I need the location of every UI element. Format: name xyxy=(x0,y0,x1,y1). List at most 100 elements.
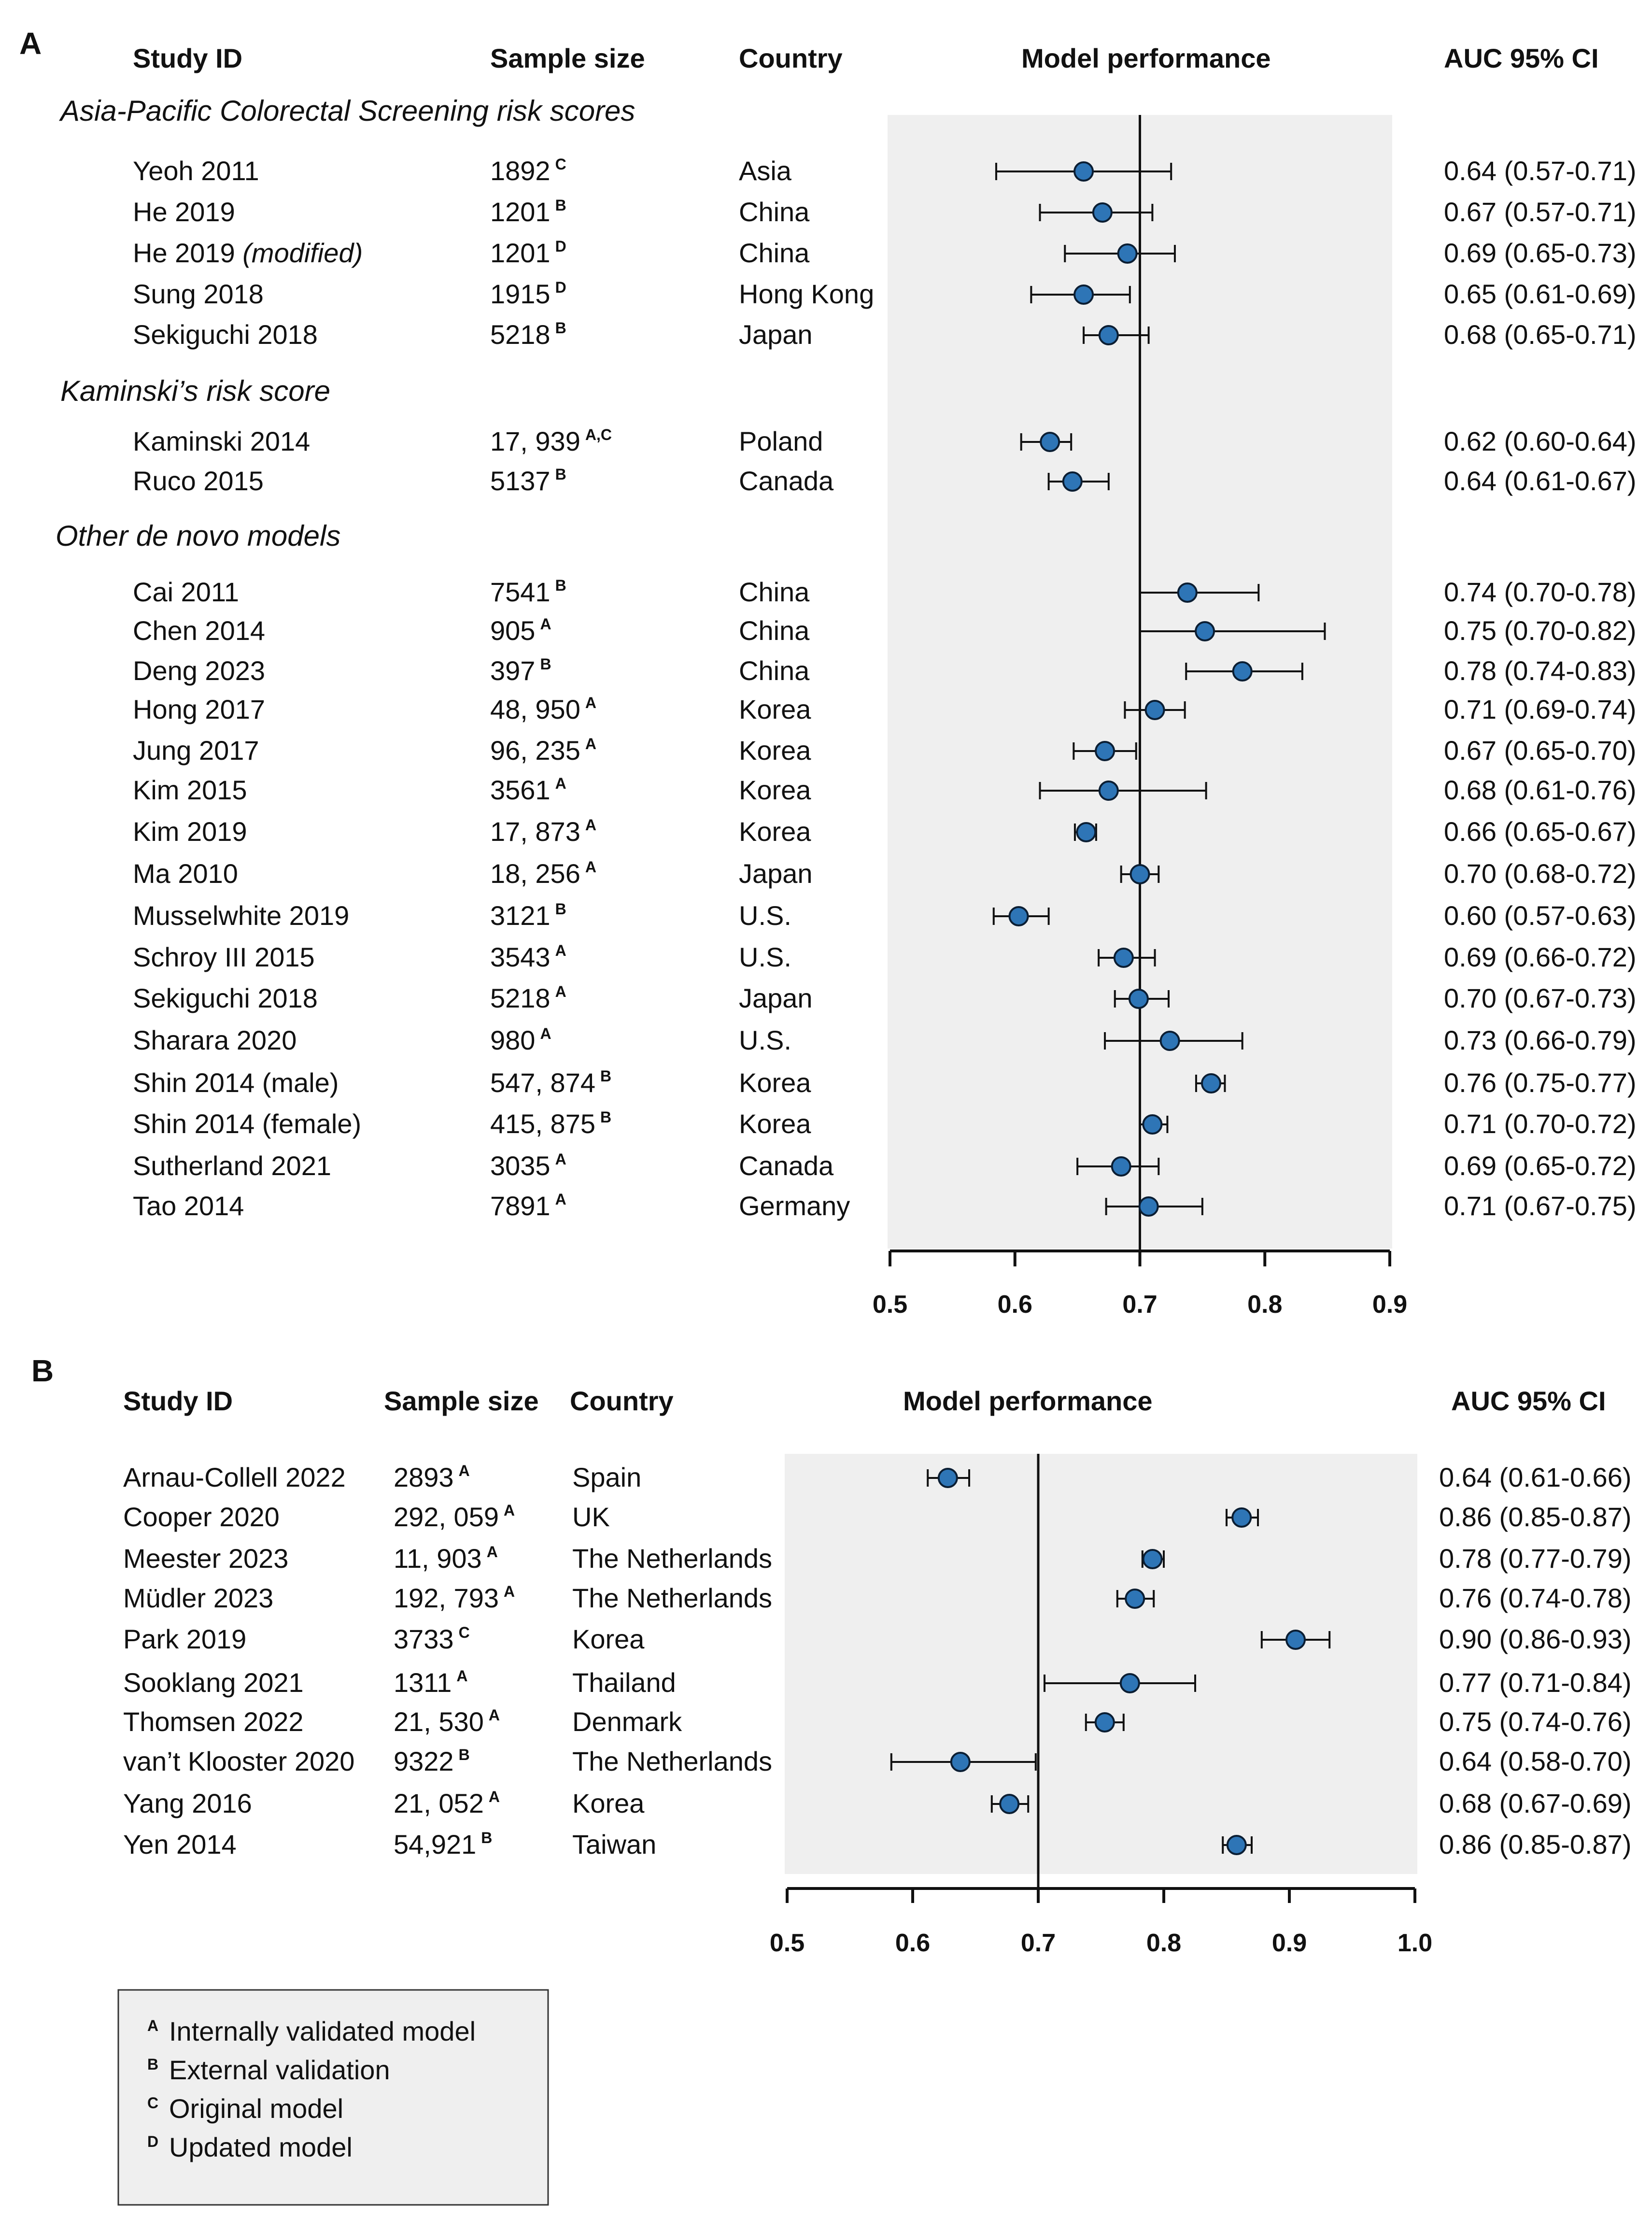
country: Germany xyxy=(739,1191,850,1221)
sample-size-value: 3561 xyxy=(490,775,551,805)
auc-point xyxy=(1285,1630,1306,1650)
auc-point xyxy=(1098,325,1119,345)
table-row: Chen 2014 905 A China 0.75 (0.70-0.82) xyxy=(133,615,1636,646)
study-id: Sutherland 2021 xyxy=(133,1150,331,1181)
table-row: Sutherland 2021 3035 A Canada 0.69 (0.65-0.7… xyxy=(133,1150,1636,1181)
auc-ci-text: 0.65 (0.61-0.69) xyxy=(1444,279,1636,309)
auc-ci-text: 0.68 (0.67-0.69) xyxy=(1439,1788,1631,1818)
table-row: Ma 2010 18, 256 A Japan 0.70 (0.68-0.72) xyxy=(133,858,1636,889)
auc-point xyxy=(1062,471,1083,492)
country: Korea xyxy=(739,735,811,766)
header-auc-ci: AUC 95% CI xyxy=(1444,43,1599,73)
table-row: He 2019 1201 B China 0.67 (0.57-0.71) xyxy=(133,197,1636,227)
study-id: Cai 2011 xyxy=(133,577,239,607)
sample-size-value: 7891 xyxy=(490,1191,551,1221)
auc-ci-text: 0.67 (0.57-0.71) xyxy=(1444,197,1636,227)
study-id: Kim 2015 xyxy=(133,775,247,805)
study-id: Meester 2023 xyxy=(123,1543,288,1574)
legend-label: External validation xyxy=(169,2055,390,2085)
auc-ci-text: 0.73 (0.66-0.79) xyxy=(1444,1025,1636,1055)
table-row: Sekiguchi 2018 5218 B Japan 0.68 (0.65-0.71) xyxy=(133,319,1636,350)
sample-size-value: 54,921 xyxy=(394,1829,476,1860)
auc-point xyxy=(1076,822,1097,842)
legend-item: B External validation xyxy=(147,2055,390,2085)
legend-item: C Original model xyxy=(147,2093,343,2124)
x-tick-label: 0.9 xyxy=(1372,1291,1407,1319)
auc-ci-text: 0.69 (0.66-0.72) xyxy=(1444,942,1636,972)
sample-size-value: 547, 874 xyxy=(490,1067,595,1098)
sample-size-value: 3121 xyxy=(490,900,551,931)
legend-box xyxy=(117,1989,549,2206)
country: Canada xyxy=(739,1150,834,1181)
sample-size: 7891 A xyxy=(490,1191,566,1221)
header-sample-size: Sample size xyxy=(490,43,645,73)
sample-size-superscript: A xyxy=(540,1025,551,1042)
auc-point xyxy=(950,1752,971,1772)
sample-size-value: 7541 xyxy=(490,577,551,607)
study-id: Sekiguchi 2018 xyxy=(133,319,318,350)
auc-ci-text: 0.69 (0.65-0.73) xyxy=(1444,238,1636,268)
sample-size: 3543 A xyxy=(490,942,566,972)
auc-point xyxy=(999,1794,1020,1814)
sample-size: 17, 939 A,C xyxy=(490,426,612,456)
study-id: Sooklang 2021 xyxy=(123,1667,304,1698)
auc-ci-text: 0.76 (0.75-0.77) xyxy=(1444,1067,1636,1098)
x-tick-label: 0.6 xyxy=(998,1291,1032,1319)
sample-size-value: 192, 793 xyxy=(394,1583,499,1613)
auc-ci-text: 0.70 (0.67-0.73) xyxy=(1444,983,1636,1013)
country: Korea xyxy=(739,694,811,724)
table-row: Sooklang 2021 1311 A Thailand 0.77 (0.71-0.8… xyxy=(123,1667,1631,1698)
sample-size-superscript: A xyxy=(489,1788,500,1805)
sample-size-superscript: A xyxy=(555,983,566,1000)
legend-superscript: D xyxy=(147,2133,158,2150)
auc-point xyxy=(1119,1673,1140,1693)
table-row: Yang 2016 21, 052 A Korea 0.68 (0.67-0.69) xyxy=(123,1788,1631,1818)
sample-size-value: 1201 xyxy=(490,197,551,227)
auc-ci-text: 0.78 (0.74-0.83) xyxy=(1444,655,1636,686)
x-tick-label: 0.8 xyxy=(1146,1929,1181,1957)
auc-point xyxy=(1094,1712,1115,1732)
table-row: Meester 2023 11, 903 A The Netherlands 0.78 … xyxy=(123,1543,1631,1574)
sample-size: 3733 C xyxy=(394,1624,470,1654)
auc-point xyxy=(1095,741,1115,761)
auc-ci-text: 0.71 (0.69-0.74) xyxy=(1444,694,1636,724)
study-id: Yen 2014 xyxy=(123,1829,237,1860)
sample-size-superscript: D xyxy=(555,238,566,255)
sample-size-value: 3733 xyxy=(394,1624,454,1654)
auc-ci-text: 0.76 (0.74-0.78) xyxy=(1439,1583,1631,1613)
sample-size-value: 21, 052 xyxy=(394,1788,484,1818)
auc-point xyxy=(1177,582,1198,603)
sample-size: 2893 A xyxy=(394,1462,470,1492)
sample-size-superscript: B xyxy=(555,319,566,337)
country: China xyxy=(739,655,810,686)
study-id: Ruco 2015 xyxy=(133,466,264,496)
auc-point xyxy=(1111,1156,1131,1177)
auc-ci-text: 0.70 (0.68-0.72) xyxy=(1444,858,1636,889)
sample-size-superscript: B xyxy=(459,1746,470,1763)
study-id: Musselwhite 2019 xyxy=(133,900,349,931)
panel-label: A xyxy=(19,26,42,61)
auc-point xyxy=(1138,1196,1159,1217)
sample-size: 5137 B xyxy=(490,466,566,496)
sample-size-superscript: B xyxy=(555,197,566,214)
country: Denmark xyxy=(572,1706,682,1737)
sample-size-superscript: A xyxy=(555,775,566,792)
sample-size-value: 415, 875 xyxy=(490,1108,595,1139)
country: The Netherlands xyxy=(572,1583,772,1613)
auc-point xyxy=(1130,864,1150,884)
study-id: Hong 2017 xyxy=(133,694,265,724)
sample-size: 1311 A xyxy=(394,1667,468,1698)
sample-size: 5218 A xyxy=(490,983,566,1013)
legend: A Internally validated model B External val… xyxy=(117,1989,549,2206)
table-row: Shin 2014 (male) 547, 874 B Korea 0.76 (0.75… xyxy=(133,1067,1636,1098)
country: China xyxy=(739,615,810,646)
sample-size-superscript: A xyxy=(504,1502,515,1519)
table-row: Park 2019 3733 C Korea 0.90 (0.86-0.93) xyxy=(123,1624,1631,1654)
country: Poland xyxy=(739,426,823,456)
country: The Netherlands xyxy=(572,1543,772,1574)
auc-ci-text: 0.69 (0.65-0.72) xyxy=(1444,1150,1636,1181)
study-id: Shin 2014 (male) xyxy=(133,1067,339,1098)
study-id: Schroy III 2015 xyxy=(133,942,315,972)
sample-size-superscript: A xyxy=(585,858,596,876)
legend-item: A Internally validated model xyxy=(147,2016,476,2046)
